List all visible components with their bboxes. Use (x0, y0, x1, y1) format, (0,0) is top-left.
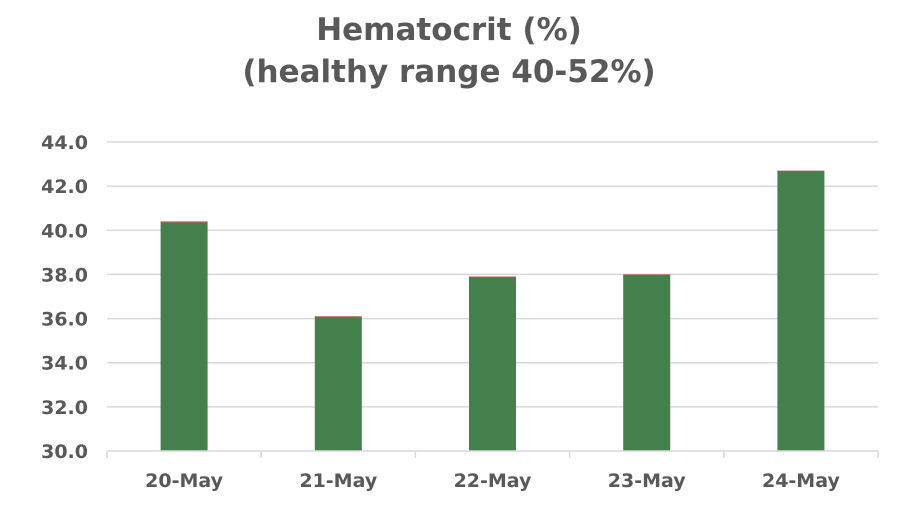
x-axis (106, 450, 879, 458)
x-tick-label: 22-May (454, 470, 532, 492)
y-tick-label: 40.0 (41, 220, 88, 242)
y-tick-label: 42.0 (41, 176, 88, 198)
bars (160, 170, 825, 451)
bar (623, 274, 671, 451)
x-axis-tick-labels: 20-May 21-May 22-May 23-May 24-May (145, 470, 840, 492)
chart-title: Hematocrit (%) (316, 12, 582, 48)
x-tick-label: 20-May (145, 470, 223, 492)
bar (314, 316, 362, 451)
x-tick-label: 23-May (608, 470, 686, 492)
bar (469, 276, 516, 451)
bar (160, 221, 208, 451)
chart-subtitle: (healthy range 40-52%) (242, 54, 656, 90)
y-tick-label: 30.0 (41, 441, 88, 463)
y-tick-label: 32.0 (41, 397, 88, 419)
y-tick-label: 34.0 (41, 353, 88, 375)
x-tick-label: 24-May (762, 470, 840, 492)
y-tick-label: 36.0 (41, 309, 88, 331)
bar (777, 170, 825, 451)
y-tick-label: 44.0 (41, 132, 88, 154)
y-tick-label: 38.0 (41, 264, 88, 286)
y-axis-tick-labels: 30.0 32.0 34.0 36.0 38.0 40.0 42.0 44.0 (41, 132, 88, 463)
x-tick-label: 21-May (299, 470, 377, 492)
